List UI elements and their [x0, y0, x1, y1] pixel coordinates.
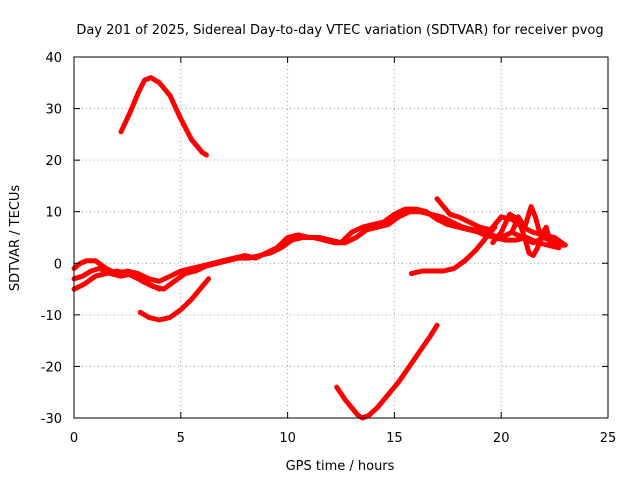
y-axis-label: SDTVAR / TECUs: [8, 185, 23, 292]
y-tick-label: 10: [45, 206, 62, 221]
x-tick-label: 15: [386, 431, 403, 446]
series-lower-branch-left: [71, 268, 162, 292]
x-tick-label: 10: [279, 431, 296, 446]
series-right-spike-c: [509, 204, 547, 240]
x-tick-label: 0: [70, 431, 78, 446]
series-arc-lower-dip: [334, 322, 440, 421]
y-tick-label: -10: [41, 309, 62, 324]
data-series: [71, 75, 568, 421]
x-axis-label: GPS time / hours: [286, 459, 395, 474]
series-right-rising-branch: [409, 224, 498, 277]
y-tick-label: 30: [45, 103, 62, 118]
grid: [74, 57, 608, 418]
x-tick-label: 20: [493, 431, 510, 446]
y-tick-label: -30: [41, 412, 62, 427]
x-tick-label: 5: [177, 431, 185, 446]
x-tick-label: 25: [600, 431, 617, 446]
series-arc-upper-hump: [118, 75, 209, 158]
y-tick-label: -20: [41, 360, 62, 375]
series-lower-left-loop: [137, 276, 212, 323]
series-right-spike-b: [490, 211, 553, 258]
chart-title: Day 201 of 2025, Sidereal Day-to-day VTE…: [76, 23, 603, 38]
series-main-track-a: [71, 206, 566, 284]
y-tick-label: 0: [54, 257, 62, 272]
plot-frame: [73, 56, 609, 419]
y-tick-label: 40: [45, 51, 62, 66]
y-tick-label: 20: [45, 154, 62, 169]
axis-ticks: 0 5 10 15 20 25 -30 -20 -10 0 10 20 30 40: [41, 51, 617, 446]
